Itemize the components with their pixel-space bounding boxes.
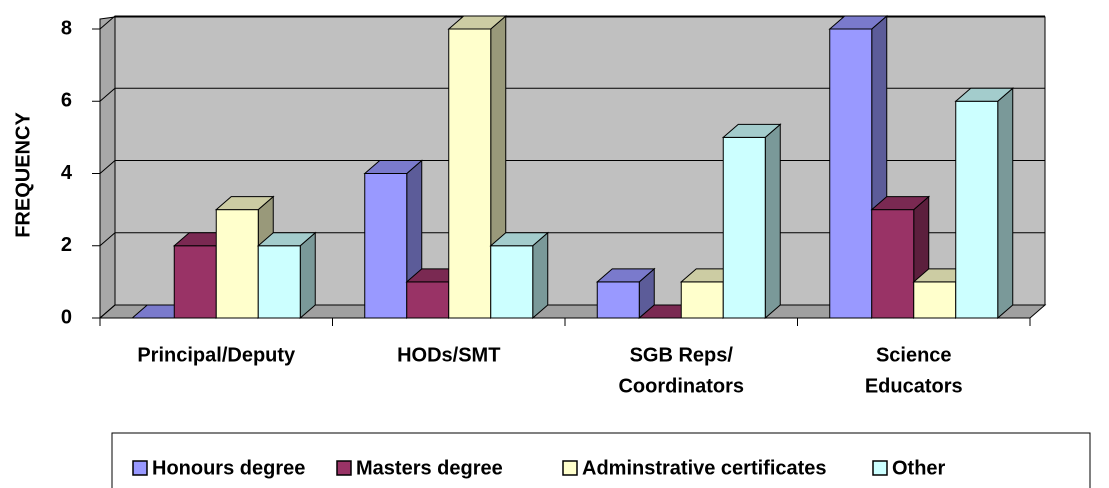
bar-side <box>532 231 549 320</box>
bar-side <box>299 231 316 320</box>
bar-front <box>448 28 492 319</box>
legend-label: Other <box>892 457 946 479</box>
bar-top <box>489 232 550 247</box>
legend-swatch <box>872 460 888 476</box>
legend-label: Honours degree <box>152 457 305 479</box>
bar-top <box>447 15 508 30</box>
y-axis-title: FREQUENCY <box>12 112 34 238</box>
bar-front <box>913 281 957 319</box>
bar-side <box>997 87 1014 320</box>
bar-top <box>214 196 275 211</box>
x-tick-label: Science <box>876 344 952 366</box>
bar-front <box>364 173 408 319</box>
bar-front <box>490 245 534 319</box>
bar-side <box>764 123 781 320</box>
bar <box>256 231 317 320</box>
y-tick-label: 0 <box>61 306 72 328</box>
legend-label: Masters degree <box>356 457 503 479</box>
y-tick-label: 2 <box>61 234 72 256</box>
bar-top <box>721 123 782 138</box>
legend-swatch <box>132 460 148 476</box>
bar-top <box>595 268 656 283</box>
bar-front <box>215 209 259 319</box>
bar-front <box>871 209 915 319</box>
grid-line <box>99 15 1045 30</box>
x-tick-label: Principal/Deputy <box>137 344 296 366</box>
x-tick-label: HODs/SMT <box>397 344 500 366</box>
bar <box>595 267 656 320</box>
x-tick-label: Educators <box>865 375 963 397</box>
bar-front <box>596 281 640 319</box>
y-tick-label: 8 <box>61 17 72 39</box>
bar-front <box>257 245 301 319</box>
bar <box>954 87 1015 320</box>
bar-front <box>722 136 766 319</box>
bar-front <box>829 28 873 319</box>
bar <box>489 231 550 320</box>
legend-swatch <box>336 460 352 476</box>
bar-top <box>954 87 1015 102</box>
y-tick-label: 4 <box>61 162 73 184</box>
legend-box <box>111 432 1091 488</box>
bar-front <box>955 100 999 319</box>
bar-top <box>363 160 424 174</box>
legend-swatch <box>562 460 578 476</box>
bar-top <box>870 196 931 211</box>
y-tick-label: 6 <box>61 90 72 112</box>
grid-line <box>99 87 1045 102</box>
bar-top <box>256 232 317 247</box>
bar-top <box>828 15 889 30</box>
bar-front <box>680 281 724 319</box>
x-tick-label: Coordinators <box>618 375 744 397</box>
bar <box>721 123 782 320</box>
legend-label: Adminstrative certificates <box>582 457 827 479</box>
bar-front <box>406 281 450 319</box>
x-tick-label: SGB Reps/ <box>630 344 734 366</box>
bar-front <box>173 245 217 319</box>
